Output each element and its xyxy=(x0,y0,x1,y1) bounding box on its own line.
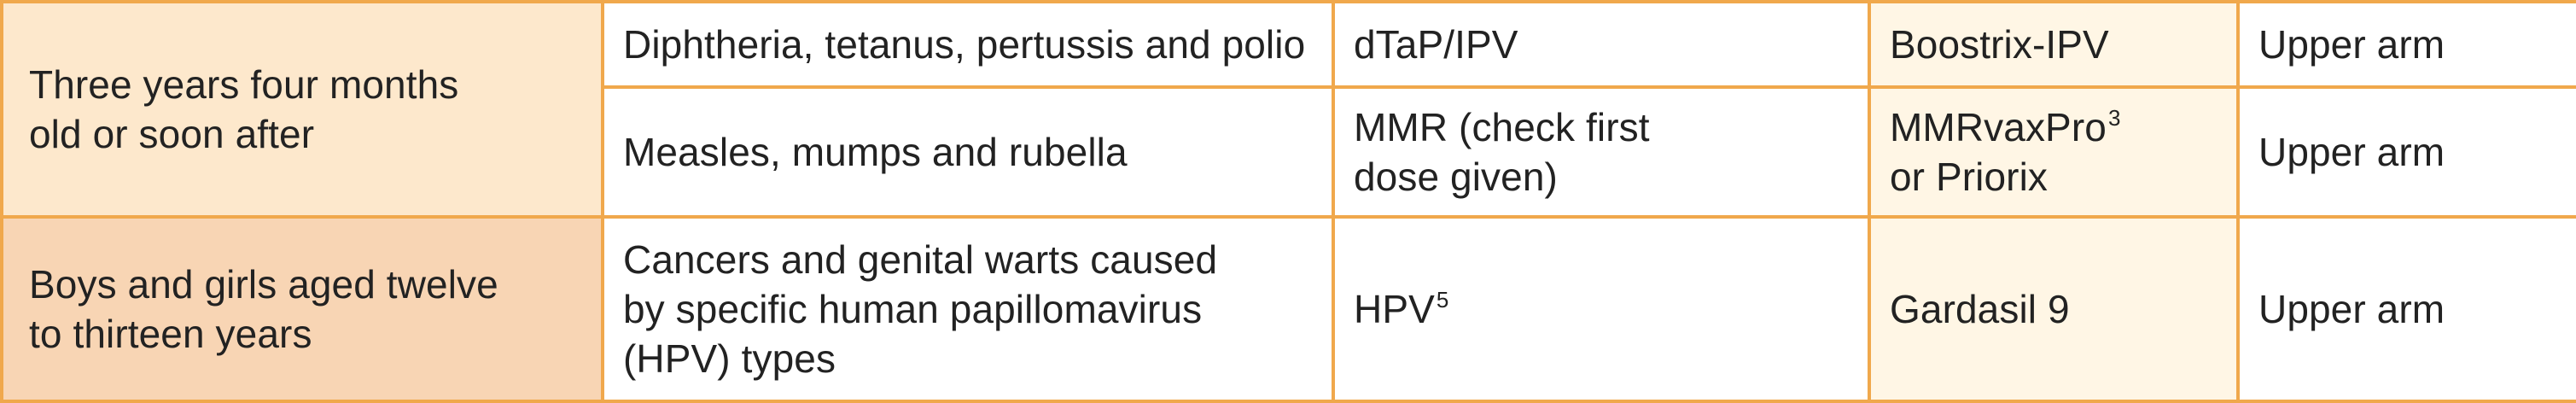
vaccine-line: dTaP/IPV xyxy=(1354,22,1518,67)
brand-line: MMRvaxPro xyxy=(1890,105,2107,149)
site-text: Upper arm xyxy=(2258,287,2445,331)
footnote-marker: 5 xyxy=(1436,287,1449,312)
table-row: Three years four months old or soon afte… xyxy=(0,0,2576,219)
vaccine-line: dose given) xyxy=(1354,155,1558,199)
disease-line: Diphtheria, tetanus, pertussis and polio xyxy=(623,22,1306,67)
brand-line: Boostrix-IPV xyxy=(1890,22,2109,67)
disease-cell: Measles, mumps and rubella xyxy=(601,85,1335,219)
brand-cell: Gardasil 9 xyxy=(1868,215,2240,403)
age-group-line: old or soon after xyxy=(29,112,315,156)
age-group-line: Boys and girls aged twelve xyxy=(29,262,498,307)
site-cell: Upper arm xyxy=(2236,85,2576,219)
disease-cell: Diphtheria, tetanus, pertussis and polio xyxy=(601,0,1335,89)
brand-line: Gardasil 9 xyxy=(1890,287,2070,331)
brand-cell: MMRvaxPro3 or Priorix xyxy=(1868,85,2240,219)
brand-line: or Priorix xyxy=(1890,155,2049,199)
disease-line: (HPV) types xyxy=(623,336,836,381)
site-cell: Upper arm xyxy=(2236,215,2576,403)
age-group-line: Three years four months xyxy=(29,62,459,107)
brand-cell: Boostrix-IPV xyxy=(1868,0,2240,89)
site-text: Upper arm xyxy=(2258,130,2445,174)
brand-line-with-footnote: MMRvaxPro3 xyxy=(1890,102,2236,152)
disease-line: Measles, mumps and rubella xyxy=(623,130,1128,174)
site-cell: Upper arm xyxy=(2236,0,2576,89)
age-group-line: to thirteen years xyxy=(29,312,312,356)
disease-cell: Cancers and genital warts caused by spec… xyxy=(601,215,1335,403)
age-group-cell: Boys and girls aged twelve to thirteen y… xyxy=(0,215,604,403)
vaccine-line: MMR (check first xyxy=(1354,105,1650,149)
vaccine-cell: dTaP/IPV xyxy=(1332,0,1871,89)
table-row: Measles, mumps and rubella MMR (check fi… xyxy=(2,85,2576,219)
vaccine-line-with-footnote: HPV5 xyxy=(1354,284,1868,334)
age-group-cell: Three years four months old or soon afte… xyxy=(0,0,604,219)
vaccine-cell: MMR (check first dose given) xyxy=(1332,85,1871,219)
footnote-marker: 3 xyxy=(2107,105,2121,131)
disease-line: by specific human papillomavirus xyxy=(623,287,1203,331)
vaccine-cell: HPV5 xyxy=(1332,215,1871,403)
table-row: Boys and girls aged twelve to thirteen y… xyxy=(0,215,2576,403)
vaccine-line: HPV xyxy=(1354,287,1435,331)
disease-line: Cancers and genital warts caused xyxy=(623,237,1218,282)
site-text: Upper arm xyxy=(2258,22,2445,67)
